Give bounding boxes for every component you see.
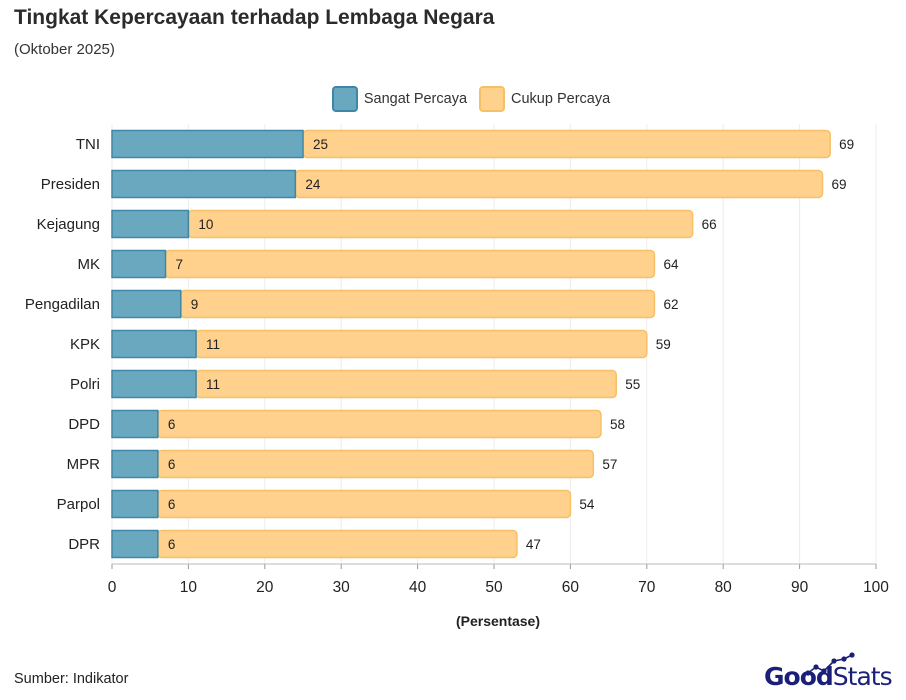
tick-label-x-0: 0 (108, 579, 117, 596)
data-label-cukup-percaya-kpk: 59 (656, 337, 671, 352)
legend-item-cukup-percaya[interactable]: Cukup Percaya (479, 86, 610, 112)
category-label-parpol: Parpol (57, 496, 100, 513)
category-label-pengadilan: Pengadilan (25, 296, 100, 313)
category-label-dpd: DPD (68, 416, 100, 433)
bar-sangat-percaya-mpr (111, 449, 159, 479)
bar-cukup-percaya-polri (195, 369, 617, 399)
logo-good: Good (764, 662, 834, 691)
bar-sangat-percaya-parpol (111, 489, 159, 519)
bar-cukup-percaya-kpk (195, 329, 648, 359)
bar-cukup-percaya-pengadilan (180, 289, 656, 319)
data-label-cukup-percaya-presiden: 69 (832, 177, 847, 192)
data-label-sangat-percaya-mk: 7 (175, 257, 183, 272)
data-label-cukup-percaya-tni: 69 (839, 137, 854, 152)
data-label-cukup-percaya-mpr: 57 (602, 457, 617, 472)
tick-label-x-20: 20 (256, 579, 274, 596)
data-label-sangat-percaya-presiden: 24 (305, 177, 321, 192)
goodstats-logo: GoodStats (764, 652, 893, 692)
legend-swatch-cukup-percaya (479, 86, 506, 112)
bar-sangat-percaya-pengadilan (111, 289, 182, 319)
category-label-kpk: KPK (70, 336, 100, 353)
tick-label-x-100: 100 (863, 579, 889, 596)
bar-cukup-percaya-parpol (157, 489, 572, 519)
bar-cukup-percaya-tni (302, 129, 831, 159)
bar-sangat-percaya-kejagung (111, 209, 190, 239)
data-label-sangat-percaya-kejagung: 10 (198, 217, 213, 232)
bar-sangat-percaya-mk (111, 249, 167, 279)
tick-label-x-40: 40 (409, 579, 427, 596)
bar-sangat-percaya-presiden (111, 169, 297, 199)
data-label-sangat-percaya-polri: 11 (206, 377, 220, 392)
tick-label-x-80: 80 (715, 579, 733, 596)
data-label-sangat-percaya-pengadilan: 9 (191, 297, 199, 312)
logo-wordmark: GoodStats (764, 662, 893, 691)
bar-cukup-percaya-kejagung (187, 209, 694, 239)
tick-label-x-30: 30 (333, 579, 351, 596)
bar-cukup-percaya-presiden (294, 169, 824, 199)
category-label-presiden: Presiden (41, 176, 100, 193)
category-label-kejagung: Kejagung (37, 216, 100, 233)
legend: Sangat Percaya Cukup Percaya (0, 86, 906, 112)
data-label-cukup-percaya-mk: 64 (663, 257, 679, 272)
category-label-mk: MK (78, 256, 101, 273)
data-label-cukup-percaya-parpol: 54 (579, 497, 595, 512)
tick-label-x-60: 60 (562, 579, 580, 596)
bar-chart: 0 10 20 30 40 50 60 70 80 90 100 (Persentase) TNI 25 6… (25, 124, 889, 629)
category-label-polri: Polri (70, 376, 100, 393)
bar-sangat-percaya-dpd (111, 409, 159, 439)
legend-swatch-sangat-percaya (331, 86, 358, 112)
data-label-cukup-percaya-polri: 55 (625, 377, 640, 392)
category-label-mpr: MPR (67, 456, 101, 473)
tick-label-x-10: 10 (180, 579, 198, 596)
bar-sangat-percaya-kpk (111, 329, 197, 359)
data-label-sangat-percaya-mpr: 6 (168, 457, 176, 472)
data-label-sangat-percaya-tni: 25 (313, 137, 328, 152)
bar-cukup-percaya-dpd (157, 409, 602, 439)
data-label-sangat-percaya-kpk: 11 (206, 337, 220, 352)
legend-label-cukup-percaya: Cukup Percaya (511, 91, 611, 107)
category-label-dpr: DPR (68, 536, 100, 553)
data-label-sangat-percaya-parpol: 6 (168, 497, 176, 512)
bar-cukup-percaya-mk (164, 249, 656, 279)
data-label-cukup-percaya-kejagung: 66 (702, 217, 717, 232)
tick-label-x-70: 70 (638, 579, 656, 596)
legend-label-sangat-percaya: Sangat Percaya (363, 91, 468, 107)
chart-title: Tingkat Kepercayaan terhadap Lembaga Neg… (14, 6, 495, 29)
legend-item-sangat-percaya[interactable]: Sangat Percaya (331, 86, 468, 112)
chart-subtitle: (Oktober 2025) (14, 41, 115, 58)
tick-label-x-90: 90 (791, 579, 809, 596)
x-axis-title: (Persentase) (456, 613, 540, 629)
bar-sangat-percaya-polri (111, 369, 197, 399)
data-label-cukup-percaya-dpr: 47 (526, 537, 541, 552)
logo-graph-icon (805, 652, 855, 676)
category-label-tni: TNI (76, 136, 100, 153)
bar-cukup-percaya-dpr (157, 529, 518, 559)
bar-sangat-percaya-tni (111, 129, 304, 159)
data-label-sangat-percaya-dpr: 6 (168, 537, 176, 552)
data-label-sangat-percaya-dpd: 6 (168, 417, 176, 432)
bar-cukup-percaya-mpr (157, 449, 595, 479)
data-label-cukup-percaya-dpd: 58 (610, 417, 625, 432)
logo-stats: Stats (832, 662, 893, 691)
tick-label-x-50: 50 (485, 579, 503, 596)
bar-sangat-percaya-dpr (111, 529, 159, 559)
source-note: Sumber: Indikator (14, 671, 129, 687)
data-label-cukup-percaya-pengadilan: 62 (663, 297, 678, 312)
